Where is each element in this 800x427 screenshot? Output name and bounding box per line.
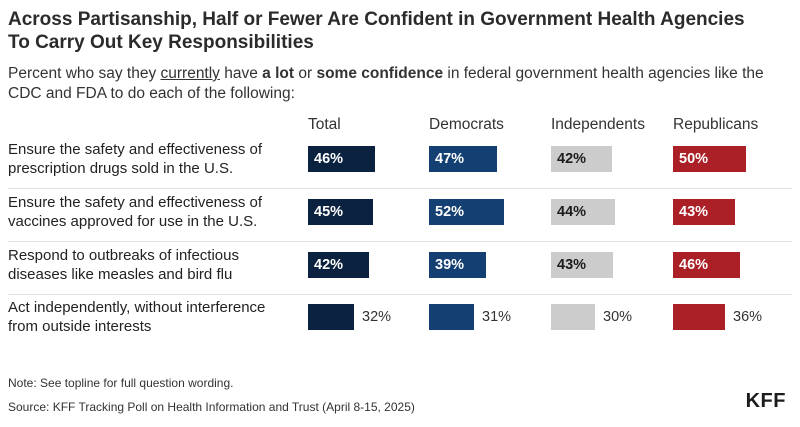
row-label-4-line-2: from outside interests [8, 318, 152, 335]
row-label-3: Respond to outbreaks of infectious diseas… [8, 246, 298, 284]
row-label-1-line-1: Ensure the safety and effectiveness of [8, 141, 263, 158]
data-label-total-row-1: 46% [314, 151, 344, 167]
bar-republicans-row-1 [673, 146, 746, 172]
data-label-democrats-row-1: 47% [435, 151, 465, 167]
bar-total-row-1 [308, 146, 375, 172]
bar-democrats-row-3 [429, 252, 486, 278]
data-label-total-row-4: 32% [362, 309, 392, 325]
data-label-independents-row-1: 42% [557, 151, 587, 167]
row-divider-3 [8, 294, 792, 295]
data-label-republicans-row-3: 46% [679, 257, 709, 273]
row-label-1: Ensure the safety and effectiveness of pr… [8, 140, 298, 178]
bar-republicans-row-3 [673, 252, 740, 278]
chart-title-line-1: Across Partisanship, Half or Fewer Are C… [8, 9, 745, 30]
bar-democrats-row-1 [429, 146, 497, 172]
data-label-democrats-row-2: 52% [435, 204, 465, 220]
subtitle-pre: Percent who say they [8, 65, 161, 82]
data-label-total-row-2: 45% [314, 204, 344, 220]
subtitle-bold-1: a lot [262, 65, 295, 82]
bar-republicans-row-2 [673, 199, 735, 225]
column-header-democrats: Democrats [429, 116, 504, 133]
bar-total-row-3 [308, 252, 369, 278]
row-label-3-line-1: Respond to outbreaks of infectious [8, 247, 239, 264]
bar-republicans-row-4 [673, 304, 725, 330]
row-divider-2 [8, 241, 792, 242]
row-label-3-line-2: diseases like measles and bird flu [8, 266, 233, 283]
data-label-independents-row-4: 30% [603, 309, 633, 325]
row-label-4-line-1: Act independently, without interference [8, 299, 266, 316]
data-label-democrats-row-4: 31% [482, 309, 512, 325]
bar-democrats-row-2 [429, 199, 504, 225]
data-label-republicans-row-4: 36% [733, 309, 763, 325]
subtitle-post: in federal government health agencies li… [8, 65, 764, 102]
bar-independents-row-1 [551, 146, 612, 172]
kff-logo: KFF [745, 390, 786, 412]
bar-independents-row-3 [551, 252, 613, 278]
data-label-independents-row-3: 43% [557, 257, 587, 273]
bar-total-row-2 [308, 199, 373, 225]
subtitle-mid: have [219, 65, 263, 82]
data-label-total-row-3: 42% [314, 257, 344, 273]
row-label-4: Act independently, without interference f… [8, 298, 298, 336]
bar-independents-row-2 [551, 199, 615, 225]
row-label-2: Ensure the safety and effectiveness of va… [8, 193, 298, 231]
chart-title: Across Partisanship, Half or Fewer Are C… [8, 8, 792, 54]
bar-democrats-row-4 [429, 304, 474, 330]
subtitle-underlined: currently [160, 65, 220, 82]
column-header-total: Total [308, 116, 341, 133]
chart-subtitle: Percent who say they currently have a lo… [8, 64, 792, 104]
source-note: Source: KFF Tracking Poll on Health Info… [8, 400, 415, 414]
data-label-republicans-row-2: 43% [679, 204, 709, 220]
subtitle-bold-2: some confidence [316, 65, 444, 82]
data-label-independents-row-2: 44% [557, 204, 587, 220]
row-divider-1 [8, 188, 792, 189]
footnote: Note: See topline for full question word… [8, 376, 234, 390]
row-label-1-line-2: prescription drugs sold in the U.S. [8, 160, 234, 177]
data-label-democrats-row-3: 39% [435, 257, 465, 273]
data-label-republicans-row-1: 50% [679, 151, 709, 167]
row-label-2-line-2: vaccines approved for use in the U.S. [8, 213, 258, 230]
column-header-independents: Independents [551, 116, 645, 133]
subtitle-mid-2: or [294, 65, 317, 82]
bar-total-row-4 [308, 304, 354, 330]
column-header-republicans: Republicans [673, 116, 759, 133]
row-label-2-line-1: Ensure the safety and effectiveness of [8, 194, 263, 211]
chart-title-line-2: To Carry Out Key Responsibilities [8, 32, 314, 53]
bar-independents-row-4 [551, 304, 595, 330]
